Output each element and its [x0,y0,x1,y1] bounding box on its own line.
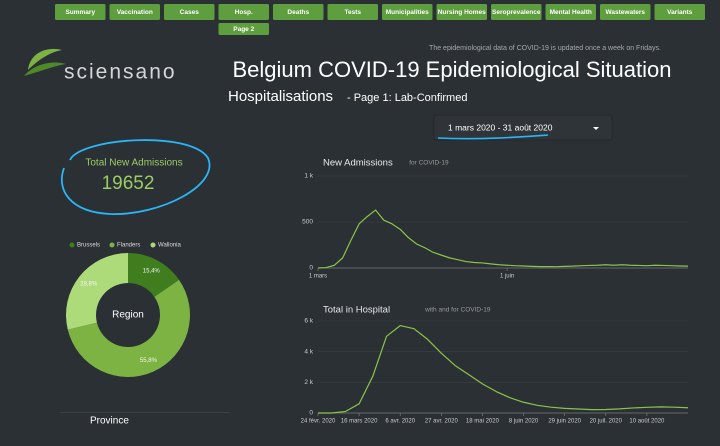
y-tick-label: 1 k [304,173,313,180]
nav-tab-label[interactable]: Summary [65,9,95,16]
legend-swatch [150,242,156,248]
x-tick-label: 20 juil. 2020 [590,419,623,425]
pie-slice [66,253,128,330]
nav-tab-label[interactable]: Seroprevalence [492,9,541,16]
nav-tab-label[interactable]: Nursing Homes [438,9,486,16]
nav-tab-label[interactable]: Cases [180,9,200,16]
update-notice: The epidemiological data of COVID-19 is … [429,45,661,52]
nav-tab[interactable] [218,4,270,20]
nav-tab-label[interactable]: Mental Health [550,9,592,16]
nav-tab-label[interactable]: Hosp. [235,9,253,16]
y-tick-label: 4 k [304,348,313,355]
legend-label: Brussels [77,243,100,249]
x-tick-label: 29 juin 2020 [548,419,581,425]
kpi-label: Total New Admissions [85,158,182,169]
data-line [317,209,689,269]
nav-bar: Summary Vaccination Cases Hosp. Page 2 Deaths… [55,4,705,35]
logo-text: sciensano [64,61,177,84]
logo-leaf [28,48,62,70]
nav-tab-label[interactable]: Variants [667,9,693,16]
nav-tab-label[interactable]: Tests [345,9,362,16]
nav-tab[interactable] [55,4,106,20]
chart-subtitle: for COVID-19 [409,160,449,167]
donut-center-label: Region [112,310,144,321]
x-tick-label: 6 avr. 2020 [385,419,415,425]
page-label: - Page 1: Lab-Confirmed [347,92,467,104]
province-title: Province [90,416,129,427]
nav-tab-label[interactable]: Deaths [287,9,309,16]
page-title: Belgium COVID-19 Epidemiological Situati… [233,57,672,82]
slice-label: 55,8% [140,358,158,364]
y-tick-label: 2 k [304,379,313,386]
panel-divider [60,412,230,413]
x-tick-label: 8 juin 2020 [509,419,539,425]
x-tick-label: 16 mars 2020 [341,419,378,425]
kpi-value: 19652 [102,173,155,194]
logo-leaf [24,62,66,76]
dropdown-box[interactable] [433,114,613,141]
x-tick-label: 24 févr. 2020 [301,419,336,425]
legend-swatch [109,242,115,248]
logo: sciensano [24,48,177,84]
chart-title: New Admissions [323,158,393,169]
nav-tab[interactable] [382,4,433,20]
x-tick-label: 27 avr. 2020 [425,419,459,425]
pie-slice [67,279,191,377]
nav-tab-label[interactable]: Municipalities [386,9,429,16]
legend-label: Wallonia [158,243,181,249]
slice-label: 28,8% [80,282,98,288]
dropdown-value[interactable]: 1 mars 2020 - 31 août 2020 [448,122,553,132]
annotation-circle [60,139,211,215]
y-tick-label: 6 k [304,318,313,325]
y-tick-label: 0 [309,265,313,272]
legend-swatch [69,242,75,248]
data-line [318,325,689,414]
nav-tab[interactable] [600,4,651,20]
nav-tab[interactable] [273,4,324,20]
chart-title: Total in Hospital [323,305,390,316]
kpi-card: Total New Admissions 19652 [60,139,211,215]
dropdown-caret [593,127,599,130]
y-tick-label: 500 [302,219,313,226]
chart-subtitle: with and for COVID-19 [424,307,491,314]
nav-tab-label[interactable]: Wastewaters [606,9,646,16]
slice-label: 15,4% [143,268,161,274]
legend-label: Flanders [117,243,140,249]
nav-tab[interactable] [327,4,379,20]
nav-tab-label[interactable]: Vaccination [117,9,153,16]
page-subtitle: Hospitalisations [228,88,333,105]
nav-tab[interactable] [436,4,488,20]
annotation-underline [437,134,549,140]
x-tick-label: 10 août 2020 [629,419,665,425]
date-dropdown[interactable]: 1 mars 2020 - 31 août 2020 [433,114,613,141]
x-tick-label: 1 mars [309,274,327,280]
nav-tab[interactable] [164,4,215,20]
nav-tab[interactable] [545,4,597,20]
x-tick-label: 1 juin [500,274,514,280]
nav-tab[interactable] [109,4,161,20]
nav-subtab[interactable] [218,23,270,35]
nav-subtab-label[interactable]: Page 2 [233,26,254,33]
x-tick-label: 18 mai 2020 [466,419,500,425]
nav-tab[interactable] [491,4,542,20]
pie-slice [128,253,180,297]
nav-tab[interactable] [654,4,706,20]
y-tick-label: 0 [309,410,313,417]
